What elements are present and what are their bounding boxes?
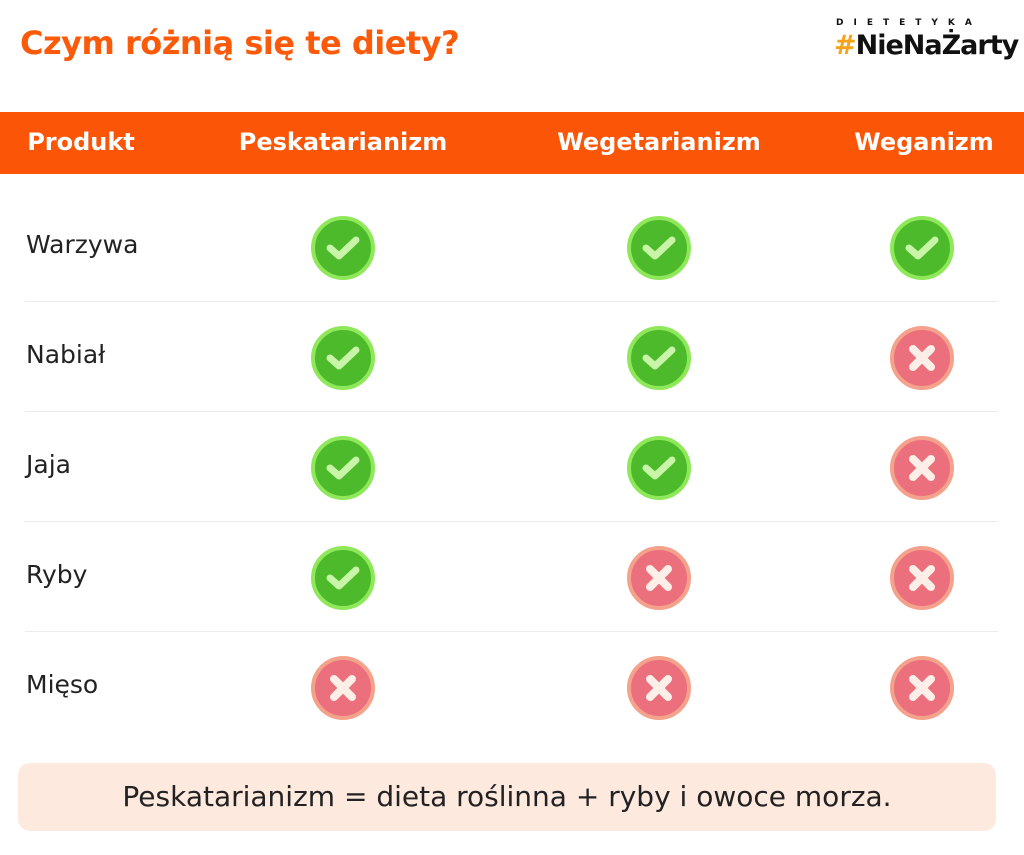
check-icon bbox=[627, 326, 691, 390]
check-icon bbox=[311, 436, 375, 500]
product-label: Ryby bbox=[26, 560, 88, 589]
footer-note: Peskatarianizm = dieta roślinna + ryby i… bbox=[18, 763, 996, 831]
table-row: Warzywa bbox=[25, 192, 998, 302]
table-row: Jaja bbox=[25, 412, 998, 522]
column-header-pescatarian: Peskatarianizm bbox=[238, 128, 448, 156]
check-icon bbox=[311, 326, 375, 390]
logo-name: #NieNaŻarty bbox=[834, 30, 1019, 61]
cross-icon bbox=[890, 546, 954, 610]
check-icon bbox=[890, 216, 954, 280]
cross-icon bbox=[890, 326, 954, 390]
table-row: Ryby bbox=[25, 522, 998, 632]
table-row: Nabiał bbox=[25, 302, 998, 412]
check-icon bbox=[627, 436, 691, 500]
product-label: Nabiał bbox=[26, 340, 106, 369]
cross-icon bbox=[311, 656, 375, 720]
product-label: Warzywa bbox=[26, 230, 139, 259]
check-icon bbox=[627, 216, 691, 280]
logo: DIETETYKA #NieNaŻarty bbox=[834, 18, 1019, 61]
cross-icon bbox=[627, 656, 691, 720]
column-header-vegetarian: Wegetarianizm bbox=[557, 128, 761, 156]
page-title: Czym różnią się te diety? bbox=[20, 24, 460, 62]
check-icon bbox=[311, 546, 375, 610]
product-label: Mięso bbox=[26, 670, 99, 699]
cross-icon bbox=[890, 436, 954, 500]
logo-hash: # bbox=[834, 30, 857, 61]
table-header: Produkt Peskatarianizm Wegetarianizm Weg… bbox=[0, 112, 1024, 174]
cross-icon bbox=[627, 546, 691, 610]
table-row: Mięso bbox=[25, 632, 998, 742]
logo-text: NieNaŻarty bbox=[855, 30, 1020, 61]
check-icon bbox=[311, 216, 375, 280]
logo-subtitle: DIETETYKA bbox=[836, 18, 982, 28]
column-header-vegan: Weganizm bbox=[854, 128, 994, 156]
product-label: Jaja bbox=[26, 450, 71, 479]
column-header-product: Produkt bbox=[27, 128, 135, 156]
cross-icon bbox=[890, 656, 954, 720]
